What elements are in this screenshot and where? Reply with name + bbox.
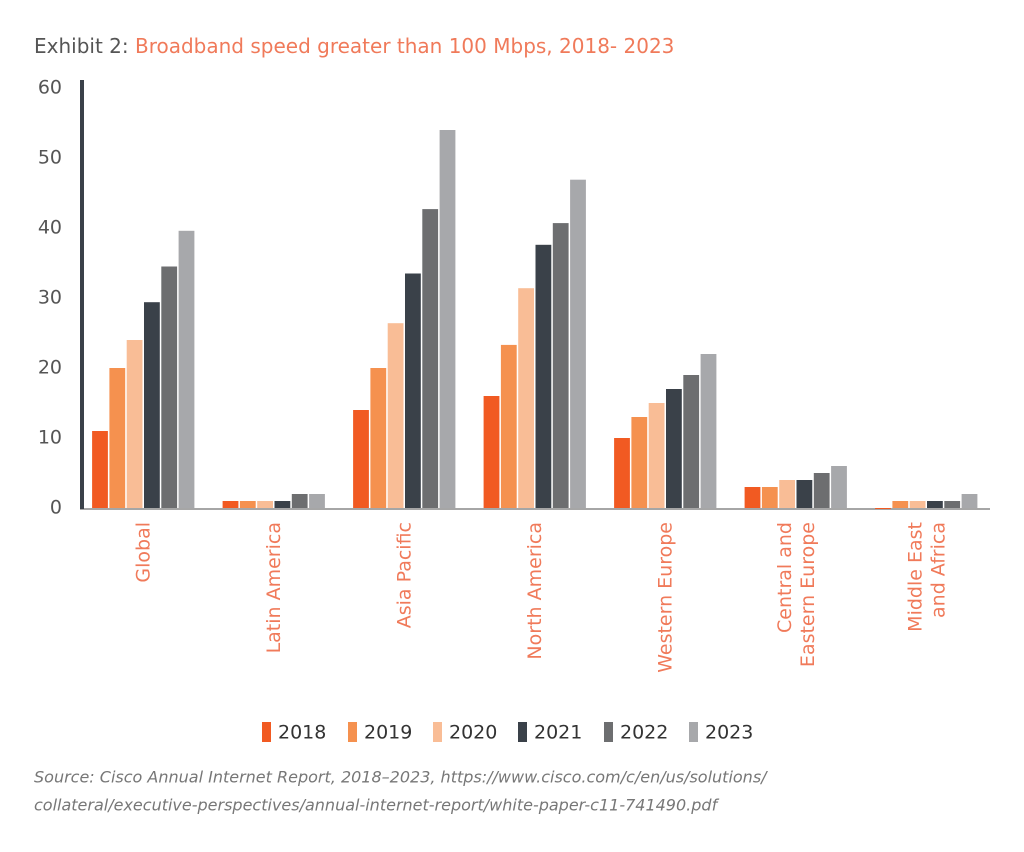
- bar: [631, 417, 648, 508]
- x-tick-label: Latin America: [263, 522, 285, 653]
- source-note: collateral/executive-perspectives/annual…: [34, 796, 720, 815]
- bar: [257, 501, 273, 508]
- bar: [535, 244, 552, 509]
- bar: [353, 410, 369, 508]
- legend-label: 2022: [620, 722, 668, 744]
- y-tick-label: 40: [38, 217, 62, 239]
- bar: [831, 466, 847, 508]
- bar: [779, 480, 795, 508]
- y-tick-label: 30: [38, 287, 62, 309]
- bar: [552, 223, 569, 508]
- legend-swatch: [518, 722, 527, 742]
- bar: [892, 501, 909, 508]
- x-tick-label: Central andEastern Europe: [774, 522, 819, 667]
- x-tick-label: Western Europe: [655, 522, 677, 673]
- bar: [422, 209, 439, 508]
- legend-swatch: [604, 722, 613, 742]
- legend-label: 2018: [278, 722, 326, 744]
- title-prefix: Exhibit 2:: [34, 34, 129, 58]
- source-note: Source: Cisco Annual Internet Report, 20…: [34, 768, 768, 787]
- bar: [813, 473, 830, 508]
- bar: [291, 494, 308, 508]
- bar: [222, 501, 239, 508]
- bar: [309, 494, 325, 508]
- legend-label: 2020: [449, 722, 497, 744]
- bar: [961, 494, 978, 508]
- bar: [500, 344, 517, 508]
- bar: [666, 389, 682, 508]
- x-tick-label: Asia Pacific: [394, 522, 416, 628]
- bar: [909, 501, 926, 508]
- legend-swatch: [262, 722, 271, 742]
- bar: [274, 501, 291, 508]
- title-text: Broadband speed greater than 100 Mbps, 2…: [135, 34, 674, 58]
- bar: [944, 501, 961, 508]
- bar: [126, 340, 143, 508]
- bar: [927, 501, 943, 508]
- y-tick-label: 50: [38, 147, 62, 169]
- bar: [518, 288, 534, 508]
- bar: [744, 487, 761, 508]
- bar: [875, 508, 891, 509]
- y-tick-label: 20: [38, 357, 62, 379]
- bar: [387, 323, 404, 508]
- legend-swatch: [433, 722, 442, 742]
- x-tick-label: Global: [133, 522, 155, 583]
- bar: [405, 273, 421, 508]
- y-tick-label: 0: [50, 497, 62, 519]
- chart-title: Exhibit 2: Broadband speed greater than …: [34, 34, 674, 58]
- legend-label: 2019: [364, 722, 412, 744]
- y-tick-label: 10: [38, 427, 62, 449]
- x-tick-label: Middle Eastand Africa: [904, 522, 949, 632]
- bar: [570, 179, 586, 508]
- legend-label: 2021: [534, 722, 582, 744]
- bar: [483, 396, 500, 508]
- legend-swatch: [689, 722, 698, 742]
- legend-swatch: [348, 722, 357, 742]
- bar: [439, 130, 456, 508]
- bar: [178, 230, 195, 509]
- bar: [109, 368, 126, 508]
- bar: [239, 501, 256, 508]
- bar: [796, 480, 813, 508]
- bar: [761, 487, 778, 508]
- bar: [683, 375, 700, 508]
- bar: [92, 431, 108, 508]
- bar: [648, 403, 665, 508]
- bar: [370, 368, 387, 508]
- x-tick-label: North America: [524, 522, 546, 660]
- y-tick-label: 60: [38, 77, 62, 99]
- bar: [161, 266, 178, 508]
- bar: [614, 438, 630, 508]
- legend-label: 2023: [705, 722, 753, 744]
- bar: [700, 354, 717, 508]
- bar: [144, 302, 160, 508]
